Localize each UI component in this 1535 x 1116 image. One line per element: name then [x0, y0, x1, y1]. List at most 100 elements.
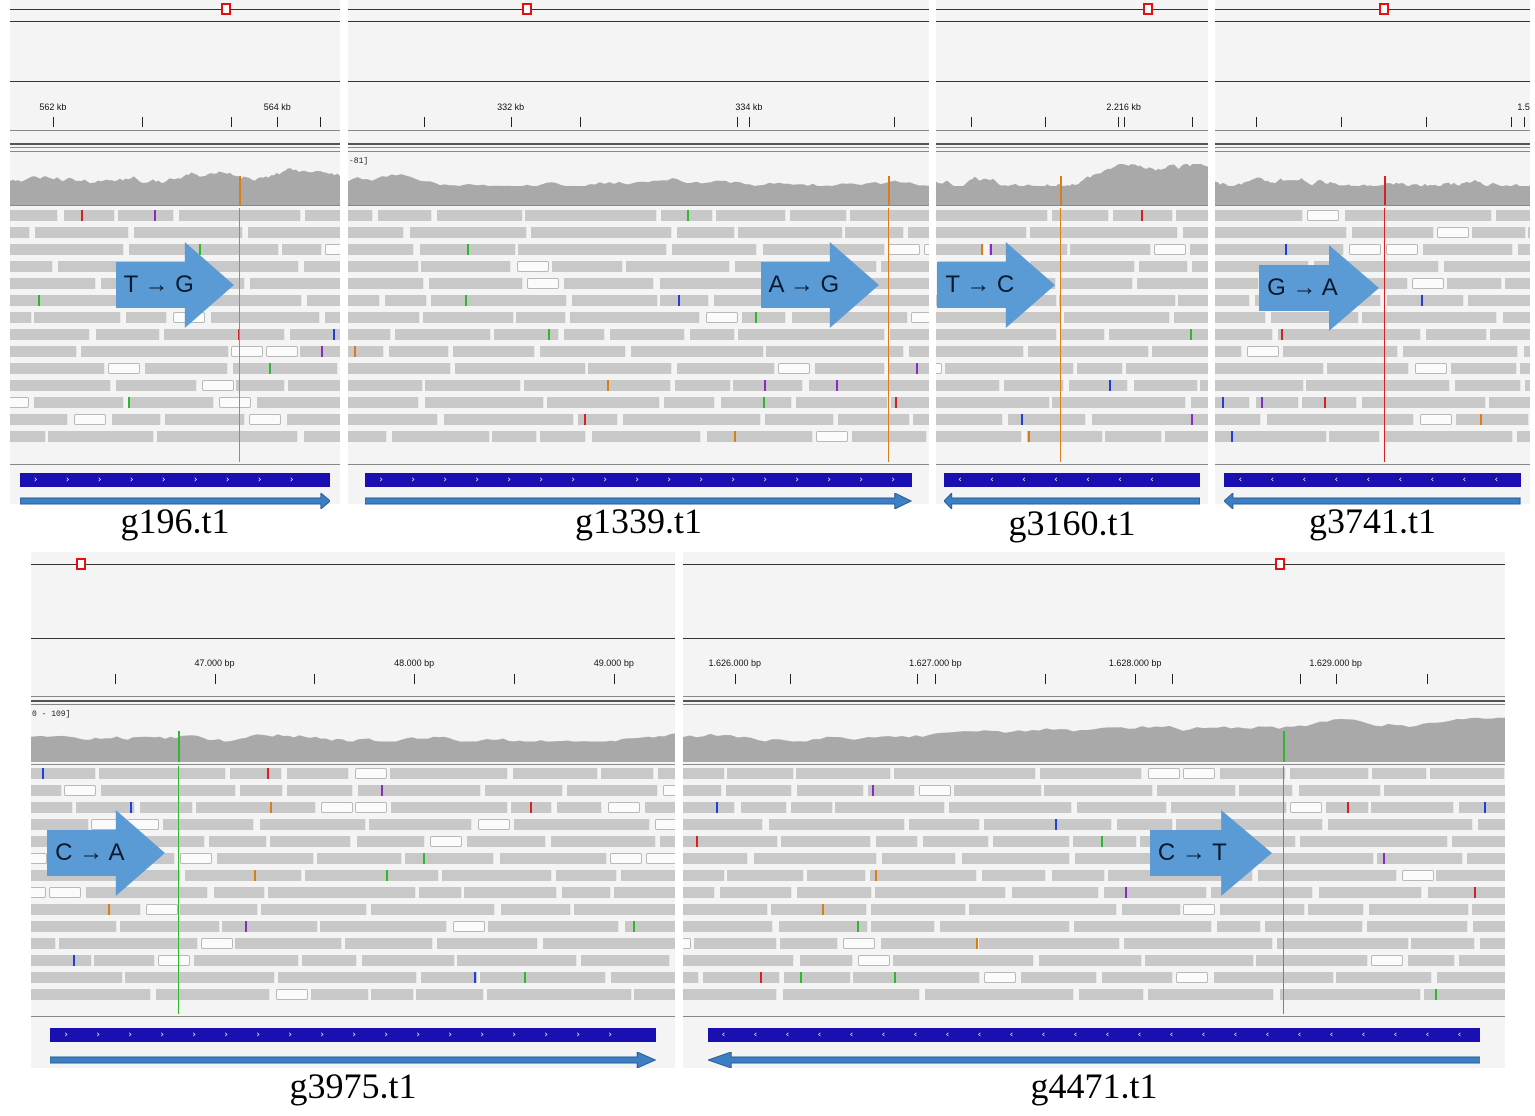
aligned-read[interactable] [287, 785, 354, 796]
aligned-read[interactable] [10, 227, 30, 238]
gene-model-track[interactable]: › › › › › › › › › [19, 473, 331, 487]
aligned-read[interactable] [1524, 380, 1530, 391]
aligned-read[interactable] [494, 329, 559, 340]
red-square-locator-icon[interactable] [221, 3, 232, 15]
aligned-read[interactable] [1306, 380, 1450, 391]
aligned-read[interactable] [1329, 431, 1380, 442]
aligned-read[interactable] [302, 955, 357, 966]
aligned-read[interactable] [210, 312, 321, 323]
aligned-read[interactable] [95, 329, 160, 340]
aligned-read[interactable] [98, 768, 226, 779]
aligned-read[interactable] [795, 397, 888, 408]
aligned-read[interactable] [569, 312, 700, 323]
aligned-read[interactable] [217, 853, 314, 864]
aligned-read[interactable] [1092, 414, 1208, 425]
aligned-read[interactable] [348, 397, 420, 408]
aligned-read[interactable] [1078, 989, 1144, 1000]
aligned-read[interactable] [1144, 955, 1254, 966]
aligned-read[interactable] [1183, 768, 1216, 779]
aligned-read[interactable] [180, 853, 213, 864]
aligned-read[interactable] [867, 785, 916, 796]
aligned-read[interactable] [119, 921, 220, 932]
aligned-read[interactable] [348, 278, 424, 289]
aligned-read[interactable] [546, 397, 660, 408]
aligned-read[interactable] [984, 819, 1112, 830]
aligned-read[interactable] [908, 227, 929, 238]
aligned-read[interactable] [658, 768, 675, 779]
aligned-read[interactable] [1428, 887, 1505, 898]
aligned-read[interactable] [539, 346, 627, 357]
aligned-read[interactable] [348, 414, 438, 425]
aligned-read[interactable] [1105, 431, 1163, 442]
aligned-read[interactable] [789, 210, 848, 221]
aligned-read[interactable] [727, 768, 794, 779]
aligned-read[interactable] [1215, 346, 1242, 357]
aligned-read[interactable] [1211, 887, 1314, 898]
aligned-read[interactable] [10, 278, 96, 289]
aligned-read[interactable] [1052, 870, 1106, 881]
aligned-read[interactable] [428, 278, 523, 289]
aligned-read[interactable] [452, 346, 535, 357]
aligned-read[interactable] [145, 363, 229, 374]
aligned-read[interactable] [1215, 414, 1262, 425]
aligned-read[interactable] [557, 802, 603, 813]
aligned-read[interactable] [155, 295, 302, 306]
aligned-read[interactable] [10, 329, 91, 340]
aligned-read[interactable] [702, 972, 780, 983]
aligned-read[interactable] [1289, 768, 1370, 779]
aligned-read[interactable] [240, 785, 284, 796]
aligned-read[interactable] [126, 312, 168, 323]
aligned-read[interactable] [780, 836, 871, 847]
aligned-read[interactable] [614, 887, 675, 898]
aligned-read[interactable] [377, 210, 432, 221]
aligned-read[interactable] [1074, 921, 1213, 932]
aligned-read[interactable] [683, 887, 716, 898]
aligned-read[interactable] [1148, 768, 1181, 779]
aligned-read[interactable] [1133, 380, 1198, 391]
aligned-read[interactable] [1454, 380, 1522, 391]
aligned-read[interactable] [63, 210, 115, 221]
aligned-read[interactable] [31, 802, 74, 813]
aligned-read[interactable] [626, 261, 731, 272]
aligned-read[interactable] [683, 870, 725, 881]
aligned-read[interactable] [993, 836, 1071, 847]
aligned-read[interactable] [1174, 312, 1208, 323]
aligned-read[interactable] [429, 836, 462, 847]
aligned-read[interactable] [156, 431, 299, 442]
aligned-read[interactable] [783, 972, 851, 983]
aligned-read[interactable] [1415, 363, 1448, 374]
aligned-read[interactable] [1122, 904, 1181, 915]
aligned-read[interactable] [890, 397, 929, 408]
aligned-read[interactable] [499, 853, 607, 864]
aligned-read[interactable] [936, 363, 943, 374]
gene-model-track[interactable]: ‹ ‹ ‹ ‹ ‹ ‹ ‹ [944, 473, 1200, 487]
aligned-read[interactable] [304, 210, 340, 221]
aligned-read[interactable] [1318, 887, 1423, 898]
aligned-read[interactable] [48, 887, 81, 898]
aligned-read[interactable] [517, 261, 550, 272]
aligned-read[interactable] [249, 278, 340, 289]
aligned-read[interactable] [1290, 802, 1323, 813]
aligned-read[interactable] [256, 397, 340, 408]
aligned-read[interactable] [157, 955, 190, 966]
aligned-read[interactable] [139, 802, 194, 813]
aligned-read[interactable] [1436, 870, 1505, 881]
aligned-read[interactable] [486, 989, 632, 1000]
aligned-read[interactable] [733, 380, 804, 391]
aligned-read[interactable] [683, 938, 692, 949]
aligned-read[interactable] [1447, 278, 1502, 289]
aligned-read[interactable] [1103, 887, 1207, 898]
aligned-read[interactable] [524, 380, 672, 391]
aligned-read[interactable] [1444, 261, 1530, 272]
aligned-read[interactable] [31, 887, 47, 898]
aligned-read[interactable] [31, 853, 48, 864]
aligned-read[interactable] [324, 312, 340, 323]
aligned-read[interactable] [248, 414, 281, 425]
aligned-read[interactable] [1200, 380, 1208, 391]
aligned-read[interactable] [858, 955, 891, 966]
aligned-read[interactable] [683, 904, 769, 915]
aligned-read[interactable] [683, 972, 699, 983]
aligned-read[interactable] [1027, 431, 1103, 442]
aligned-read[interactable] [145, 904, 178, 915]
aligned-read[interactable] [799, 955, 853, 966]
